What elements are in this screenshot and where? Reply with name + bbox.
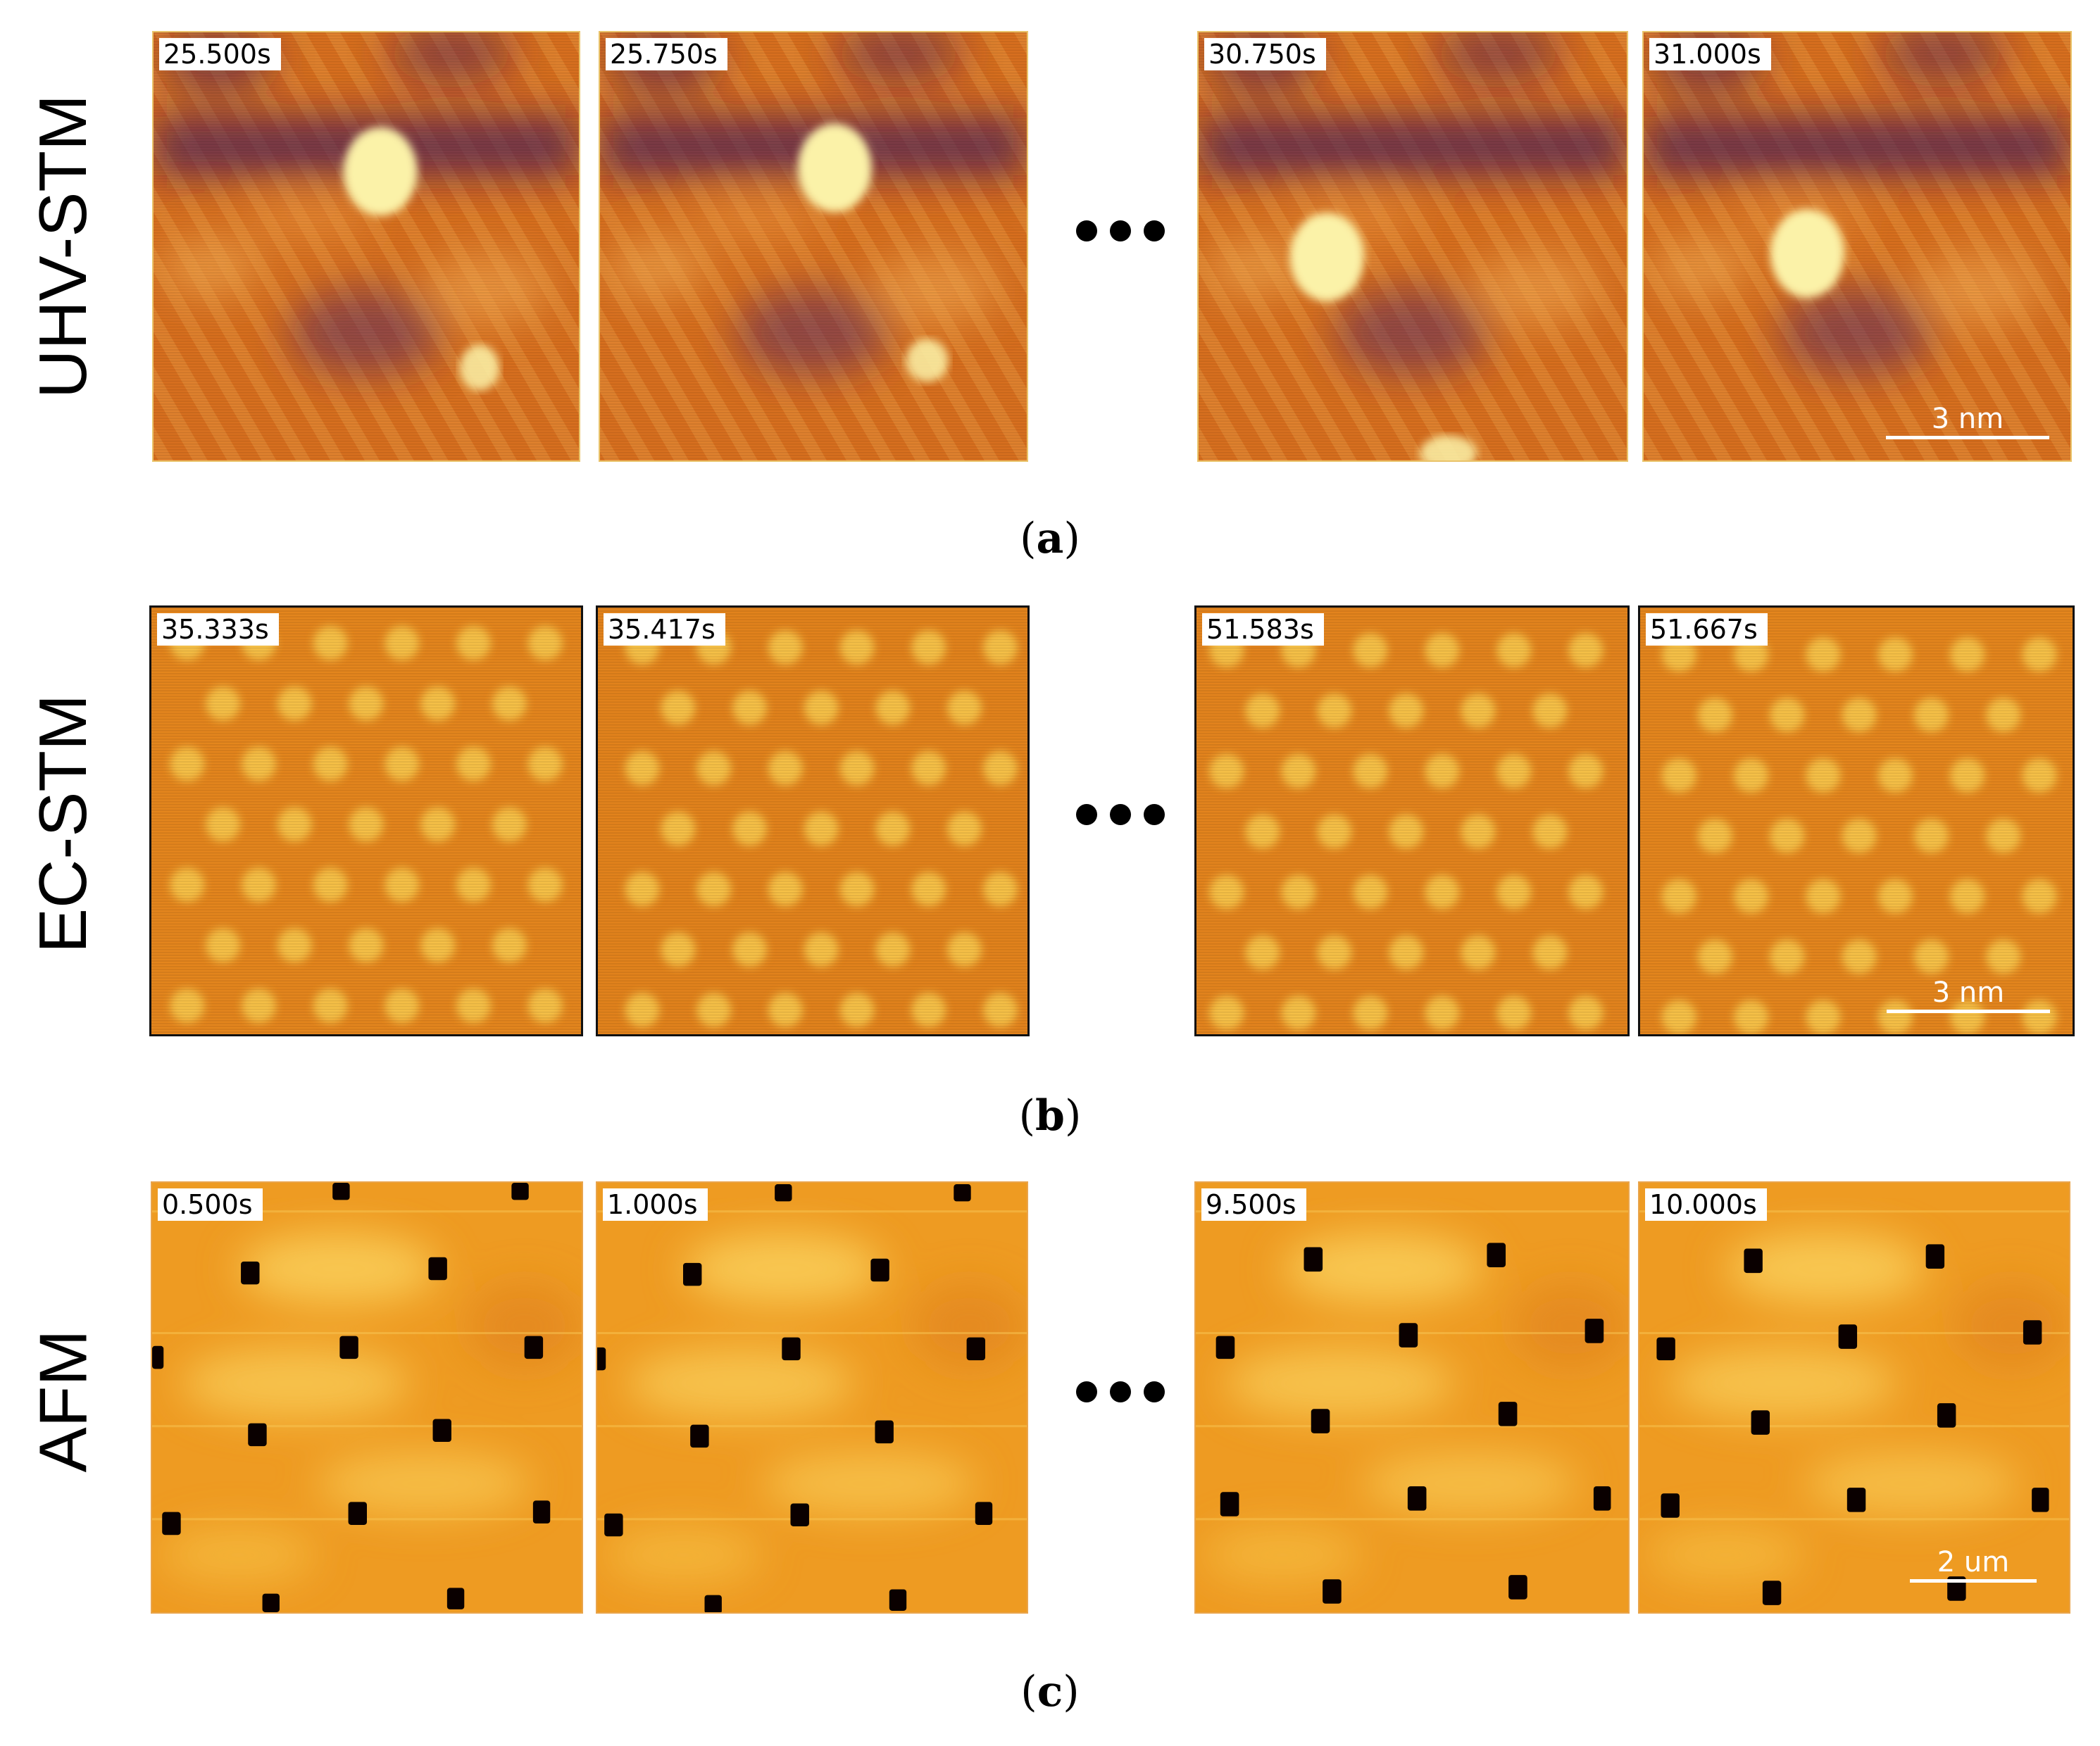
stm-frame: 51.583s	[1194, 605, 1630, 1036]
timestamp-label: 51.667s	[1646, 613, 1768, 646]
scale-bar: 2 um	[1910, 1547, 2037, 1583]
afm-frame: 1.000s	[596, 1181, 1028, 1614]
stm-frame: 35.417s	[596, 605, 1030, 1036]
row-uhv-stm: UHV-STM 25.500s 25.750s 30.750s 31.000s …	[0, 0, 2100, 577]
row-label: AFM	[25, 1329, 101, 1473]
caption-c: (c)	[1020, 1667, 1080, 1716]
caption-b: (b)	[1018, 1091, 1082, 1141]
timestamp-label: 35.333s	[157, 613, 279, 646]
stm-frame: 25.500s	[152, 31, 580, 462]
scale-bar-line	[1910, 1579, 2037, 1583]
timestamp-label: 30.750s	[1204, 38, 1326, 70]
afm-image	[152, 1183, 582, 1612]
timestamp-label: 0.500s	[158, 1188, 263, 1221]
timestamp-label: 35.417s	[604, 613, 725, 646]
afm-image	[1196, 1183, 1628, 1612]
timestamp-label: 10.000s	[1645, 1188, 1767, 1221]
ellipsis-icon	[1076, 1381, 1165, 1402]
scale-bar-line	[1887, 1010, 2050, 1013]
timestamp-label: 25.750s	[606, 38, 727, 70]
afm-image	[597, 1183, 1027, 1612]
scale-bar: 3 nm	[1886, 403, 2049, 439]
stm-frame: 31.000s 3 nm	[1642, 31, 2072, 462]
stm-frame: 30.750s	[1197, 31, 1628, 462]
stm-frame: 35.333s	[149, 605, 583, 1036]
afm-frame: 10.000s 2 um	[1638, 1181, 2070, 1614]
stm-frame: 51.667s 3 nm	[1638, 605, 2075, 1036]
stm-frame: 25.750s	[599, 31, 1028, 462]
caption-a: (a)	[1020, 514, 1080, 563]
scale-bar-label: 3 nm	[1931, 403, 2004, 435]
afm-frame: 0.500s	[151, 1181, 583, 1614]
ellipsis-icon	[1076, 804, 1165, 825]
scale-bar-line	[1886, 436, 2049, 439]
timestamp-label: 51.583s	[1202, 613, 1324, 646]
scale-bar: 3 nm	[1887, 977, 2050, 1013]
timestamp-label: 9.500s	[1201, 1188, 1306, 1221]
timestamp-label: 25.500s	[159, 38, 281, 70]
timestamp-label: 1.000s	[603, 1188, 708, 1221]
timestamp-label: 31.000s	[1649, 38, 1771, 70]
afm-frame: 9.500s	[1194, 1181, 1630, 1614]
row-ec-stm: EC-STM 35.333s 35.417s 51.583s 51.667s 3…	[25, 605, 2075, 1141]
scale-bar-label: 3 nm	[1932, 976, 2005, 1009]
scale-bar-label: 2 um	[1937, 1546, 2010, 1578]
ellipsis-icon	[1076, 220, 1165, 241]
